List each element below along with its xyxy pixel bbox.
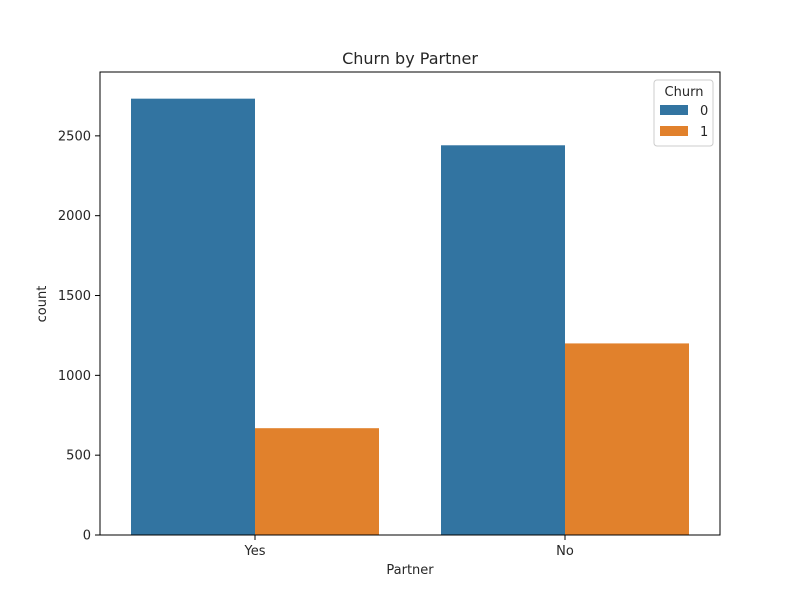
y-tick-label: 2500 bbox=[58, 129, 91, 144]
plot-frame bbox=[99, 71, 721, 536]
x-axis-label: Partner bbox=[386, 563, 434, 578]
legend-items: 01 bbox=[660, 104, 708, 140]
legend: Churn 01 bbox=[653, 79, 714, 147]
x-axis: Yes No bbox=[244, 535, 574, 559]
y-axis-label: count bbox=[35, 286, 50, 323]
y-tick-label: 2000 bbox=[58, 209, 91, 224]
legend-swatch-churn-1 bbox=[660, 126, 688, 136]
legend-title: Churn bbox=[665, 85, 704, 100]
bar-yes-churn-1 bbox=[255, 428, 379, 535]
y-tick-label: 500 bbox=[66, 449, 91, 464]
x-tick-label: Yes bbox=[244, 544, 266, 559]
x-tick-label: No bbox=[556, 544, 574, 559]
y-axis: 0 500 1000 1500 2000 2500 bbox=[58, 129, 100, 544]
legend-label-churn-1: 1 bbox=[700, 125, 708, 140]
bars-group bbox=[131, 98, 689, 535]
y-tick-label: 1500 bbox=[58, 289, 91, 304]
legend-label-churn-0: 0 bbox=[700, 104, 708, 119]
bar-no-churn-1 bbox=[565, 343, 689, 535]
chart-title: Churn by Partner bbox=[342, 49, 478, 68]
legend-swatch-churn-0 bbox=[660, 105, 688, 115]
y-tick-label: 1000 bbox=[58, 369, 91, 384]
bar-yes-churn-0 bbox=[131, 98, 255, 535]
y-tick-label: 0 bbox=[83, 529, 91, 544]
bar-no-churn-0 bbox=[441, 145, 565, 535]
